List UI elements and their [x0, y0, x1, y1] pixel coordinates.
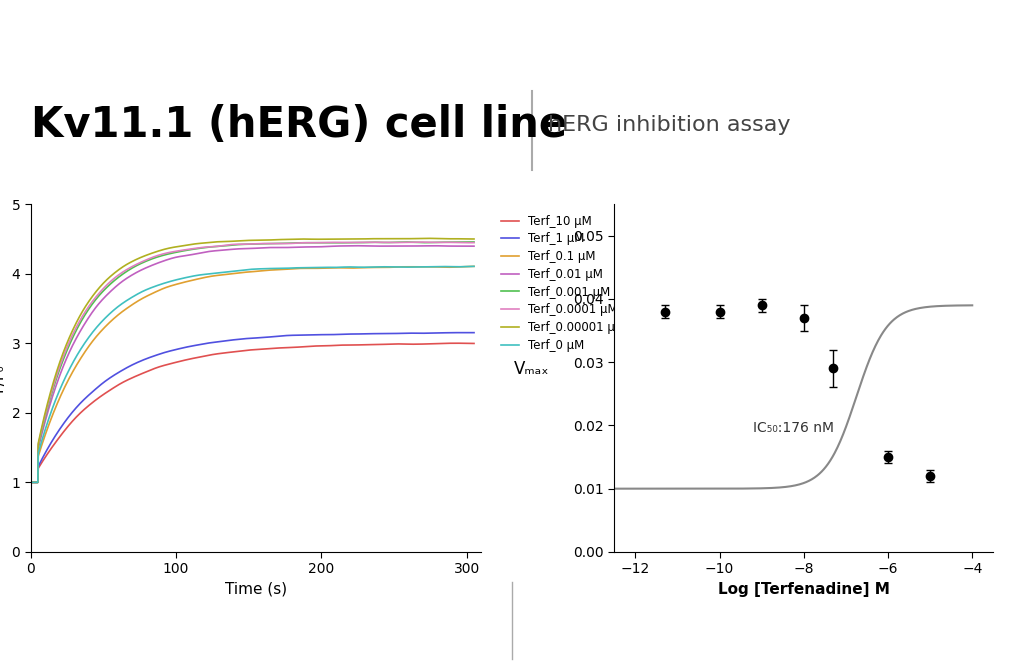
Terf_0.01 μM	[220, 246, 232, 254]
Terf_0.0001 μM	[25, 478, 37, 486]
Terf_0.1 μM	[204, 272, 216, 280]
Terf_0.1 μM	[220, 270, 232, 278]
Terf_0.01 μM	[351, 242, 364, 250]
Terf_0.01 μM	[468, 242, 480, 250]
Terf_10 μM	[25, 478, 37, 486]
Terf_1 μM	[25, 478, 37, 486]
Text: hERG inhibition assay: hERG inhibition assay	[548, 115, 791, 134]
Terf_0.0001 μM	[220, 242, 232, 250]
Y-axis label: F/F₀: F/F₀	[0, 364, 6, 392]
Text: Kv11.1 (hERG) cell line: Kv11.1 (hERG) cell line	[31, 104, 567, 146]
Terf_0.00001 μM	[25, 478, 37, 486]
Terf_0 μM	[329, 264, 341, 272]
Terf_0 μM	[468, 262, 480, 270]
Terf_10 μM	[204, 351, 216, 359]
Terf_10 μM	[329, 341, 341, 349]
Legend: Terf_10 μM, Terf_1 μM, Terf_0.1 μM, Terf_0.01 μM, Terf_0.001 μM, Terf_0.0001 μM,: Terf_10 μM, Terf_1 μM, Terf_0.1 μM, Terf…	[497, 210, 630, 357]
Terf_0.0001 μM	[416, 238, 428, 246]
Terf_0.00001 μM	[329, 235, 341, 243]
Terf_0 μM	[70, 353, 82, 361]
Terf_0.00001 μM	[468, 235, 480, 243]
Terf_0.0001 μM	[468, 239, 480, 247]
Terf_0.001 μM	[371, 238, 383, 246]
Terf_10 μM	[378, 341, 390, 349]
Line: Terf_0.01 μM: Terf_0.01 μM	[31, 246, 474, 482]
Terf_0.01 μM	[371, 242, 383, 250]
Terf_1 μM	[220, 337, 232, 345]
Line: Terf_0.001 μM: Terf_0.001 μM	[31, 242, 474, 482]
Terf_1 μM	[371, 330, 383, 338]
Terf_0.1 μM	[70, 362, 82, 370]
Terf_1 μM	[70, 404, 82, 412]
Terf_10 μM	[371, 341, 383, 349]
Terf_0.0001 μM	[70, 324, 82, 332]
Terf_0.001 μM	[204, 243, 216, 251]
Terf_0.00001 μM	[204, 238, 216, 246]
Terf_0.01 μM	[329, 242, 341, 250]
Text: ION: ION	[82, 16, 133, 40]
Terf_0 μM	[220, 268, 232, 276]
Terf_0.00001 μM	[420, 234, 432, 242]
Text: Terfenadine dose response kinetic traces
acquired using ION’s Brilliant Thallium: Terfenadine dose response kinetic traces…	[20, 593, 366, 629]
Line: Terf_1 μM: Terf_1 μM	[31, 332, 474, 482]
Terf_0.001 μM	[25, 478, 37, 486]
Terf_0.1 μM	[329, 264, 341, 272]
Terf_0.00001 μM	[220, 237, 232, 246]
Terf_0 μM	[204, 270, 216, 278]
Line: Terf_0.0001 μM: Terf_0.0001 μM	[31, 242, 474, 482]
Terf_10 μM	[220, 349, 232, 357]
Terf_0.01 μM	[70, 335, 82, 343]
Line: Terf_0.00001 μM: Terf_0.00001 μM	[31, 238, 474, 482]
Terf_0.00001 μM	[378, 235, 390, 243]
Terf_0.1 μM	[468, 262, 480, 270]
Terf_0.001 μM	[329, 239, 341, 247]
Terf_10 μM	[70, 413, 82, 421]
Terf_0.001 μM	[70, 327, 82, 335]
Terf_0.0001 μM	[371, 238, 383, 246]
Terf_1 μM	[329, 330, 341, 339]
Text: BIOSCIENCES: BIOSCIENCES	[82, 47, 147, 58]
Terf_0.1 μM	[25, 478, 37, 486]
Terf_0.01 μM	[379, 242, 391, 250]
Terf_0.00001 μM	[70, 319, 82, 327]
Terf_1 μM	[204, 339, 216, 347]
Text: IC₅₀:176 nM: IC₅₀:176 nM	[754, 421, 835, 435]
Line: Terf_0.1 μM: Terf_0.1 μM	[31, 266, 474, 482]
Terf_10 μM	[450, 339, 462, 347]
Terf_0 μM	[371, 263, 383, 271]
Line: Terf_10 μM: Terf_10 μM	[31, 343, 474, 482]
Terf_0 μM	[378, 263, 390, 271]
Terf_0.0001 μM	[378, 238, 390, 246]
Terf_0.001 μM	[468, 238, 480, 246]
Terf_0.01 μM	[204, 248, 216, 256]
X-axis label: Log [Terfenadine] M: Log [Terfenadine] M	[718, 582, 890, 597]
Terf_0.1 μM	[378, 264, 390, 272]
Y-axis label: Vₘₐₓ: Vₘₐₓ	[514, 360, 549, 378]
Terf_0.01 μM	[25, 478, 37, 486]
Terf_0.0001 μM	[329, 238, 341, 246]
Text: Representative terfenadine dose response
curve generated using Vmax.: Representative terfenadine dose response…	[532, 593, 858, 629]
Terf_0.0001 μM	[204, 243, 216, 251]
X-axis label: Time (s): Time (s)	[225, 582, 287, 597]
Line: Terf_0 μM: Terf_0 μM	[31, 266, 474, 482]
Terf_1 μM	[378, 330, 390, 338]
Terf_1 μM	[468, 328, 480, 337]
Text: Cell lines: Cell lines	[898, 26, 973, 44]
Terf_0.001 μM	[378, 239, 390, 247]
Terf_1 μM	[461, 328, 473, 337]
Polygon shape	[26, 17, 56, 56]
Terf_0 μM	[25, 478, 37, 486]
Terf_0.001 μM	[220, 242, 232, 250]
Terf_0.1 μM	[371, 264, 383, 272]
Terf_10 μM	[468, 339, 480, 347]
Terf_0.00001 μM	[371, 235, 383, 243]
